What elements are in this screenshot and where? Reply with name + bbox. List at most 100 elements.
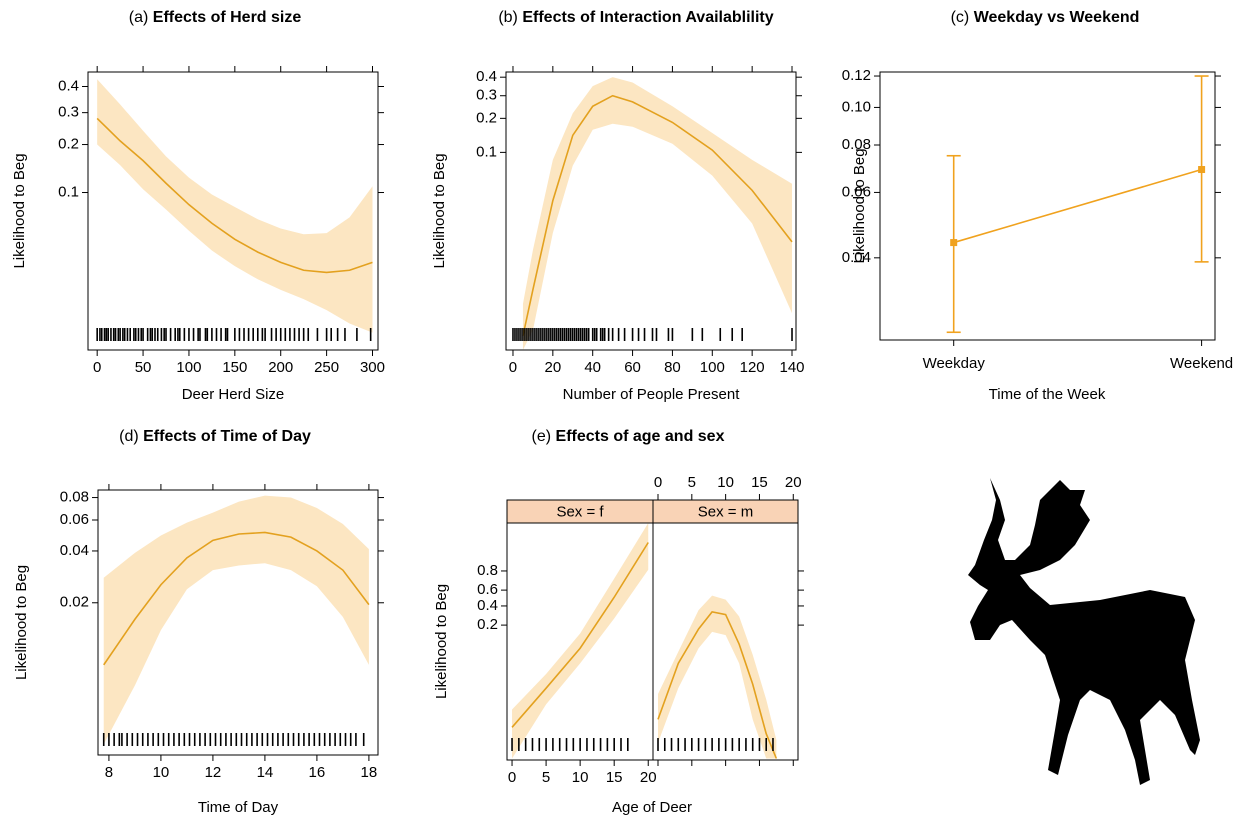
plot-frame <box>879 71 1216 341</box>
x-tick-label: 80 <box>664 359 681 376</box>
x-tick-label: 0 <box>509 359 517 376</box>
panel-label: (c) <box>951 9 970 26</box>
x-tick-label: 40 <box>584 359 601 376</box>
y-tick-label: 0.4 <box>58 77 79 94</box>
panel-label: (a) <box>129 9 149 26</box>
plot-frame <box>652 522 799 761</box>
y-axis-label: Likelihood to Beg <box>851 148 868 263</box>
x-tick-label: 150 <box>222 359 247 376</box>
x-tick-label: 10 <box>153 764 170 781</box>
y-tick-label: 0.1 <box>58 183 79 200</box>
plot-frame <box>505 71 797 351</box>
y-tick-label: 0.2 <box>476 109 497 126</box>
x-tick-label: 8 <box>105 764 113 781</box>
connecting-line <box>953 168 1202 244</box>
plot-frame <box>97 489 379 756</box>
x-tick-label-top: 10 <box>717 474 734 491</box>
x-tick-label: 20 <box>640 769 657 786</box>
strip-label: Sex = f <box>556 503 604 520</box>
point <box>1198 166 1206 174</box>
x-tick-label-top: 5 <box>688 474 696 491</box>
y-tick-label: 0.1 <box>476 143 497 160</box>
confidence-band <box>512 523 649 759</box>
y-tick-label: 0.3 <box>476 87 497 104</box>
x-tick-label: Weekend <box>1170 355 1233 372</box>
y-tick-label: 0.12 <box>842 67 871 84</box>
y-tick-label: 0.02 <box>60 594 89 611</box>
x-tick-label: 120 <box>740 359 765 376</box>
fitted-line <box>103 531 370 666</box>
x-tick-label-top: 15 <box>751 474 768 491</box>
x-tick-label-top: 0 <box>654 474 662 491</box>
panel-title-text: Effects of Time of Day <box>143 428 311 445</box>
x-axis-label: Time of the Week <box>989 386 1106 403</box>
fitted-line <box>657 610 778 759</box>
x-tick-label: 16 <box>309 764 326 781</box>
point <box>950 239 958 247</box>
panel-title-text: Effects of age and sex <box>556 428 725 445</box>
x-tick-label: 18 <box>361 764 378 781</box>
y-tick-label: 0.4 <box>477 597 498 614</box>
x-tick-label: 100 <box>176 359 201 376</box>
deer-silhouette <box>968 478 1200 785</box>
panel-title-text: Effects of Herd size <box>153 9 302 26</box>
x-tick-label: 12 <box>205 764 222 781</box>
y-tick-label: 0.3 <box>58 104 79 121</box>
confidence-band <box>522 77 793 350</box>
y-tick-label: 0.06 <box>60 511 89 528</box>
y-axis-label: Likelihood to Beg <box>13 565 30 680</box>
x-tick-label: 5 <box>542 769 550 786</box>
fitted-line <box>96 117 373 274</box>
confidence-band <box>97 79 373 333</box>
x-tick-label: 50 <box>135 359 152 376</box>
confidence-band <box>658 595 777 759</box>
x-tick-label: 200 <box>268 359 293 376</box>
y-tick-label: 0.04 <box>842 249 871 266</box>
panel-label: (d) <box>119 428 139 445</box>
y-axis-label: Likelihood to Beg <box>433 584 450 699</box>
panel-title: (e) Effects of age and sex <box>532 428 725 445</box>
x-tick-label: 0 <box>508 769 516 786</box>
x-axis-label: Number of People Present <box>563 386 741 403</box>
x-tick-label: 300 <box>360 359 385 376</box>
x-tick-label: 15 <box>606 769 623 786</box>
x-tick-label: 20 <box>544 359 561 376</box>
x-axis-label: Deer Herd Size <box>182 386 285 403</box>
x-axis-label: Time of Day <box>198 799 279 816</box>
y-tick-label: 0.2 <box>477 616 498 633</box>
fitted-line <box>511 542 649 728</box>
y-tick-label: 0.10 <box>842 98 871 115</box>
x-tick-label: 60 <box>624 359 641 376</box>
panel-label: (e) <box>532 428 552 445</box>
x-tick-label-top: 20 <box>785 474 802 491</box>
panel-title-text: Effects of Interaction Availablility <box>522 9 773 26</box>
x-tick-label: 140 <box>779 359 804 376</box>
y-tick-label: 0.06 <box>842 183 871 200</box>
x-tick-label: 100 <box>700 359 725 376</box>
x-tick-label: 0 <box>93 359 101 376</box>
y-axis-label: Likelihood to Beg <box>11 153 28 268</box>
y-tick-label: 0.6 <box>477 581 498 598</box>
panel-title-text: Weekday vs Weekend <box>974 9 1140 26</box>
panel-title: (c) Weekday vs Weekend <box>951 9 1140 26</box>
y-axis-label: Likelihood to Beg <box>431 153 448 268</box>
x-tick-label: 14 <box>257 764 274 781</box>
fitted-line <box>522 94 793 337</box>
y-tick-label: 0.2 <box>58 136 79 153</box>
y-tick-label: 0.04 <box>60 542 89 559</box>
strip-label: Sex = m <box>698 503 753 520</box>
x-tick-label: 250 <box>314 359 339 376</box>
y-tick-label: 0.8 <box>477 562 498 579</box>
y-tick-label: 0.4 <box>476 68 497 85</box>
panel-title: (b) Effects of Interaction Availablility <box>498 9 773 26</box>
x-tick-label: 10 <box>572 769 589 786</box>
panel-title: (d) Effects of Time of Day <box>119 428 311 445</box>
confidence-band <box>103 495 369 745</box>
x-axis-label: Age of Deer <box>612 799 692 816</box>
y-tick-label: 0.08 <box>60 489 89 506</box>
panel-title: (a) Effects of Herd size <box>129 9 302 26</box>
plot-frame <box>87 71 379 351</box>
x-tick-label: Weekday <box>923 355 986 372</box>
